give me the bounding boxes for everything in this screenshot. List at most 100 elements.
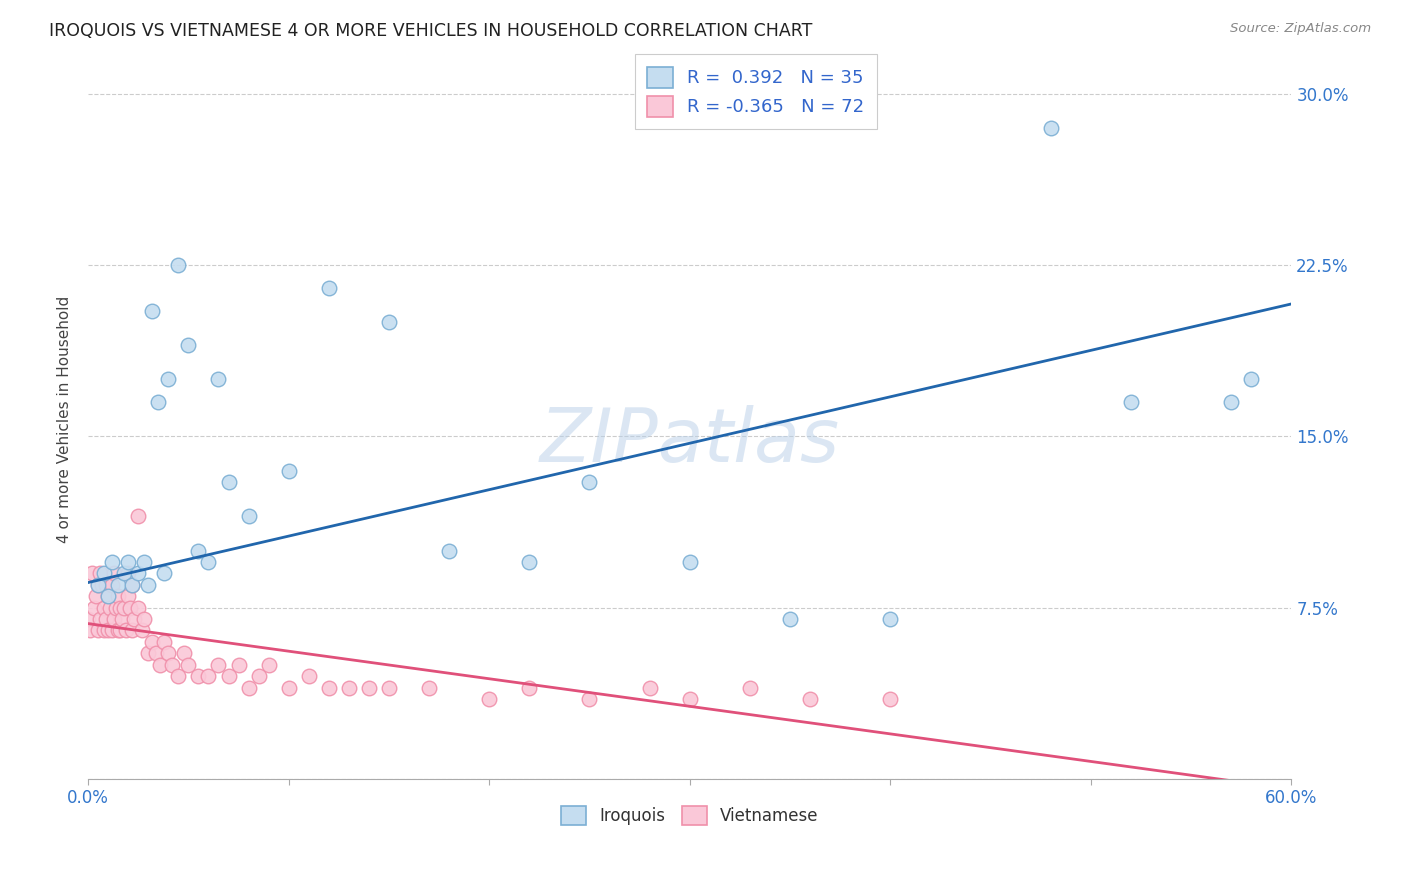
Point [134, 612, 156, 626]
Point [103, 612, 125, 626]
Point [110, 600, 132, 615]
Point [127, 509, 149, 524]
Y-axis label: 4 or more Vehicles in Household: 4 or more Vehicles in Household [58, 295, 72, 543]
Point [153, 635, 176, 649]
Point [228, 657, 250, 672]
Point [298, 669, 321, 683]
Point [1220, 395, 1243, 409]
Point [197, 669, 219, 683]
Point [107, 578, 129, 592]
Point [77, 612, 100, 626]
Point [149, 657, 172, 672]
Point [121, 578, 143, 592]
Point [679, 555, 702, 569]
Point [148, 395, 170, 409]
Point [117, 566, 139, 581]
Point [101, 578, 124, 592]
Point [84, 589, 107, 603]
Point [207, 657, 229, 672]
Text: Source: ZipAtlas.com: Source: ZipAtlas.com [1230, 22, 1371, 36]
Point [93, 624, 115, 638]
Point [337, 681, 360, 695]
Point [218, 669, 240, 683]
Point [136, 646, 159, 660]
Point [418, 681, 440, 695]
Point [127, 600, 149, 615]
Point [378, 681, 401, 695]
Point [517, 681, 540, 695]
Point [238, 681, 260, 695]
Point [96, 612, 118, 626]
Point [112, 566, 135, 581]
Point [107, 624, 129, 638]
Point [117, 589, 139, 603]
Point [103, 566, 125, 581]
Point [145, 646, 167, 660]
Point [157, 372, 180, 386]
Point [79, 624, 101, 638]
Point [87, 578, 110, 592]
Point [120, 600, 142, 615]
Legend: Iroquois, Vietnamese: Iroquois, Vietnamese [551, 796, 828, 835]
Point [177, 657, 200, 672]
Point [107, 589, 129, 603]
Point [91, 578, 114, 592]
Point [141, 303, 163, 318]
Point [1119, 395, 1142, 409]
Point [134, 555, 156, 569]
Point [97, 589, 120, 603]
Point [1039, 121, 1062, 136]
Point [105, 600, 128, 615]
Point [101, 624, 124, 638]
Point [110, 624, 132, 638]
Point [187, 543, 209, 558]
Point [131, 624, 153, 638]
Point [162, 657, 184, 672]
Point [879, 612, 901, 626]
Point [97, 624, 120, 638]
Point [167, 669, 190, 683]
Point [638, 681, 661, 695]
Point [437, 543, 460, 558]
Point [177, 338, 200, 352]
Point [357, 681, 380, 695]
Point [779, 612, 801, 626]
Point [98, 600, 121, 615]
Point [111, 612, 134, 626]
Point [121, 578, 143, 592]
Point [679, 692, 702, 706]
Point [207, 372, 229, 386]
Point [578, 692, 600, 706]
Text: IROQUOIS VS VIETNAMESE 4 OR MORE VEHICLES IN HOUSEHOLD CORRELATION CHART: IROQUOIS VS VIETNAMESE 4 OR MORE VEHICLE… [49, 22, 813, 40]
Point [93, 566, 115, 581]
Point [97, 589, 120, 603]
Point [93, 600, 115, 615]
Point [578, 475, 600, 489]
Point [799, 692, 821, 706]
Point [517, 555, 540, 569]
Point [478, 692, 501, 706]
Point [277, 464, 299, 478]
Point [83, 600, 105, 615]
Point [173, 646, 195, 660]
Point [879, 692, 901, 706]
Point [247, 669, 270, 683]
Point [238, 509, 260, 524]
Text: ZIPatlas: ZIPatlas [540, 405, 839, 477]
Point [121, 624, 143, 638]
Point [127, 566, 149, 581]
Point [87, 578, 110, 592]
Point [141, 635, 163, 649]
Point [89, 612, 111, 626]
Point [112, 600, 135, 615]
Point [187, 669, 209, 683]
Point [378, 315, 401, 329]
Point [87, 624, 110, 638]
Point [318, 281, 340, 295]
Point [96, 578, 118, 592]
Point [257, 657, 280, 672]
Point [117, 555, 139, 569]
Point [277, 681, 299, 695]
Point [218, 475, 240, 489]
Point [167, 258, 190, 272]
